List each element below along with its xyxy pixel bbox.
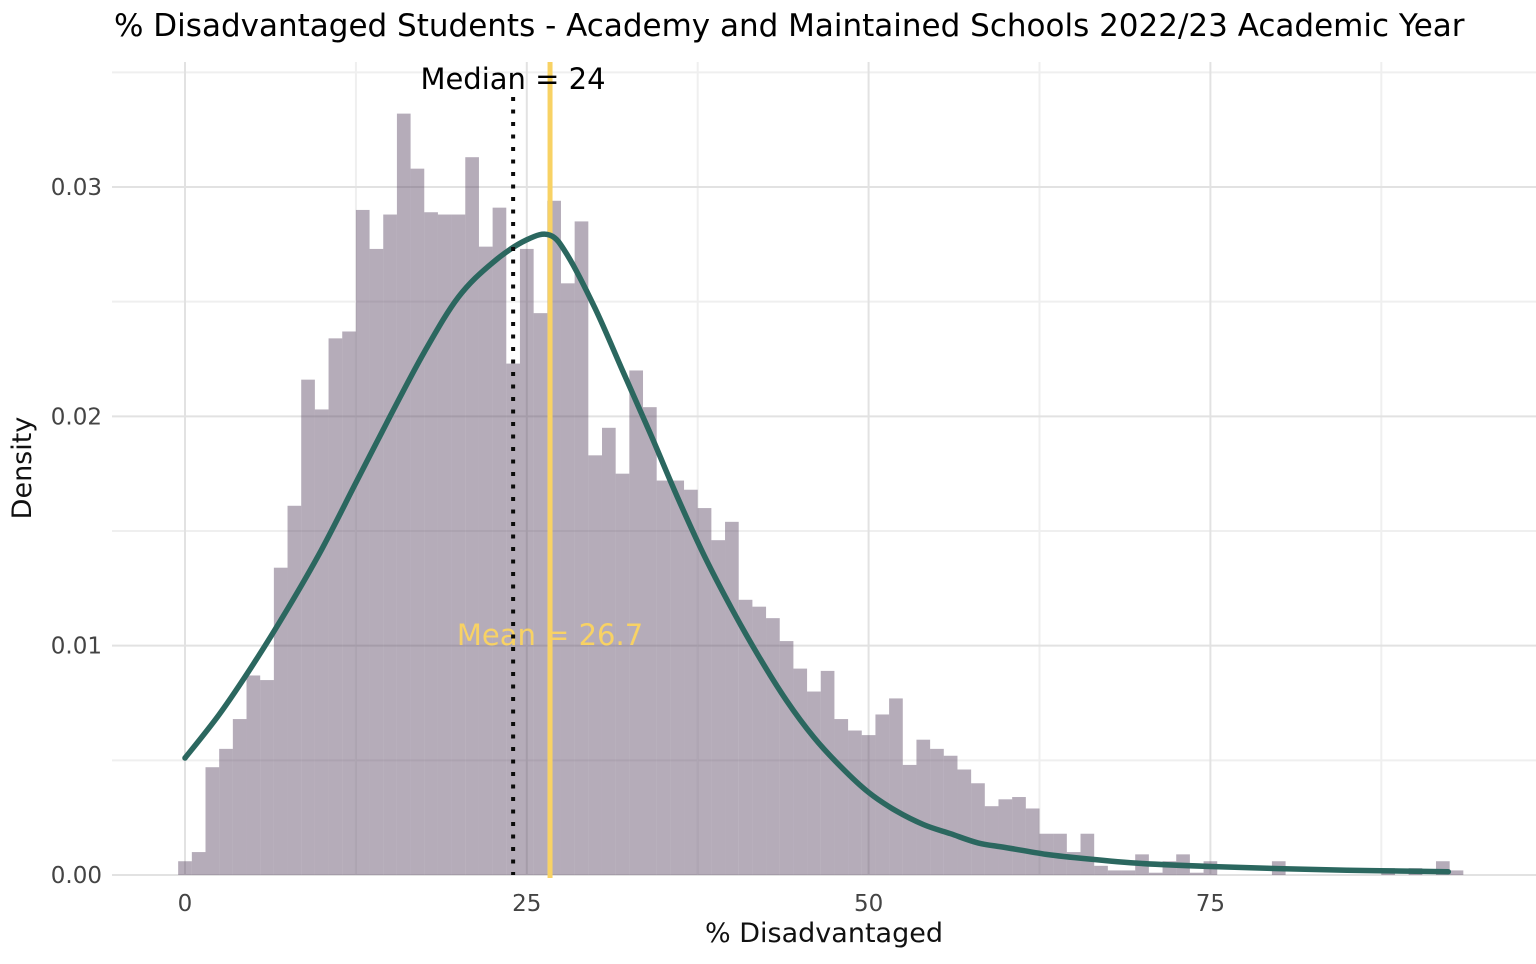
histogram-bar	[807, 691, 821, 875]
histogram-bar	[889, 698, 903, 875]
histogram-bar	[1080, 833, 1095, 875]
histogram-bar	[1094, 865, 1108, 875]
histogram-bar	[629, 370, 644, 875]
histogram-bar	[465, 157, 479, 875]
histogram-bar	[820, 670, 835, 875]
histogram-bar	[342, 331, 356, 875]
histogram-bar	[793, 668, 808, 875]
histogram-bar	[957, 769, 972, 875]
histogram-bar	[424, 212, 438, 876]
histogram-bar	[506, 363, 520, 875]
x-tick-label: 75	[1196, 891, 1225, 917]
histogram-bar	[930, 748, 944, 875]
histogram-bar	[383, 214, 397, 875]
chart-title: % Disadvantaged Students - Academy and M…	[114, 8, 1465, 44]
y-tick-label: 0.01	[51, 634, 102, 660]
histogram-bar	[560, 283, 575, 876]
histogram-bar	[684, 489, 698, 875]
histogram-bar	[697, 508, 712, 875]
histogram-bar	[998, 799, 1013, 875]
histogram-bar	[205, 767, 220, 875]
median-annotation: Median = 24	[420, 62, 605, 96]
histogram-bar	[1189, 872, 1204, 875]
x-axis-title: % Disadvantaged	[705, 918, 943, 949]
histogram-bar	[766, 618, 780, 875]
histogram-bar	[725, 521, 739, 875]
mean-annotation: Mean = 26.7	[457, 618, 643, 652]
histogram-bar	[369, 248, 384, 875]
y-axis-title: Density	[7, 417, 38, 520]
histogram-bar	[178, 861, 192, 875]
histogram-bar	[1107, 870, 1122, 875]
histogram-bar	[615, 473, 630, 875]
histogram-bar	[574, 221, 589, 875]
histogram-bar	[232, 719, 247, 875]
histogram-bar	[1148, 872, 1163, 875]
histogram-bar	[752, 606, 767, 875]
histogram-bar	[301, 379, 315, 875]
histogram-bar	[984, 806, 999, 875]
histogram-bar	[943, 755, 958, 875]
histogram-bar	[478, 246, 493, 875]
histogram-bar	[219, 748, 233, 875]
histogram-bar	[670, 480, 685, 875]
histogram-bar	[246, 675, 261, 875]
histogram-bar	[711, 540, 726, 875]
histogram-bar	[355, 209, 370, 875]
histogram-bar	[656, 480, 671, 875]
histogram-bar	[314, 409, 329, 875]
histogram-bar	[602, 427, 616, 875]
histogram-bar	[875, 714, 890, 875]
histogram-bar	[1449, 870, 1464, 875]
histogram-bar	[273, 567, 288, 875]
x-tick-label: 50	[854, 891, 883, 917]
histogram-bar	[1012, 797, 1026, 875]
x-tick-label: 0	[178, 891, 193, 917]
histogram-bar	[971, 783, 985, 875]
histogram-bar	[1025, 808, 1040, 875]
histogram-bar	[492, 207, 507, 875]
histogram-bar	[643, 407, 657, 875]
histogram-bar	[260, 680, 274, 875]
histogram-bar	[451, 214, 466, 875]
histogram-bar	[738, 599, 753, 875]
histogram-bar	[328, 338, 343, 875]
histogram-bar	[1121, 870, 1136, 875]
histogram-bar	[916, 739, 931, 875]
histogram-bar	[396, 113, 411, 876]
density-curve	[182, 231, 1452, 875]
histogram-bar	[410, 168, 425, 875]
histogram-bar	[779, 641, 794, 875]
histogram-bar	[519, 248, 534, 875]
histogram-bar	[848, 730, 862, 875]
gridlines	[112, 62, 1536, 876]
histogram-bar	[533, 313, 548, 875]
y-tick-label: 0.03	[51, 175, 102, 201]
histogram-bar	[287, 505, 302, 875]
x-tick-label: 25	[512, 891, 541, 917]
histogram-bar	[437, 214, 452, 875]
histogram-bar	[834, 719, 849, 875]
y-tick-label: 0.00	[51, 863, 102, 889]
axis-tick-labels: 0 25 50 75 0.00 0.01 0.02 0.03	[51, 175, 1225, 917]
y-tick-label: 0.02	[51, 404, 102, 430]
histogram-bar	[588, 455, 602, 875]
histogram-bar	[861, 735, 876, 875]
histogram-bar	[191, 852, 206, 875]
